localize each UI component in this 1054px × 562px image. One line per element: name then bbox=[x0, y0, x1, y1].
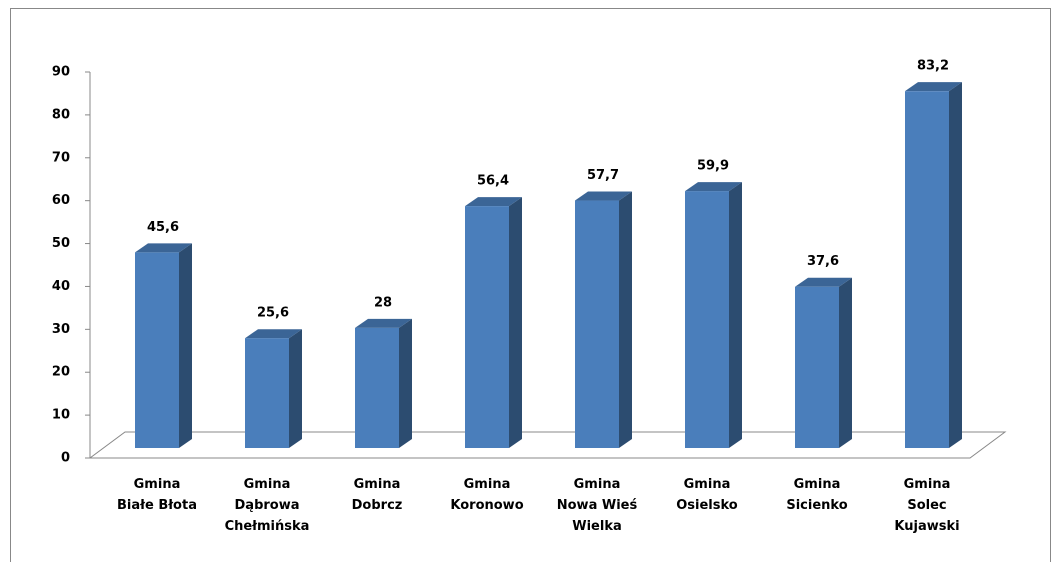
bar-front bbox=[685, 191, 729, 448]
y-tick-label: 80 bbox=[52, 107, 70, 122]
bar-side bbox=[949, 82, 962, 449]
y-tick-label: 20 bbox=[52, 365, 70, 380]
bar bbox=[575, 191, 632, 448]
bar-front bbox=[355, 327, 399, 448]
data-label: 28 bbox=[374, 295, 392, 310]
bar-front bbox=[905, 91, 949, 449]
bar-side bbox=[619, 191, 632, 448]
y-tick-label: 90 bbox=[52, 65, 70, 80]
bar bbox=[355, 318, 412, 448]
bar-front bbox=[245, 338, 289, 448]
y-tick-label: 30 bbox=[52, 322, 70, 337]
bar-side bbox=[399, 318, 412, 448]
x-tick-label: Gmina Solec Kujawski bbox=[894, 477, 960, 534]
bar bbox=[905, 82, 962, 449]
y-tick-label: 60 bbox=[52, 193, 70, 208]
bar-front bbox=[135, 252, 179, 448]
bar-front bbox=[795, 286, 839, 448]
x-tick-label: Gmina Dąbrowa Chełmińska bbox=[224, 477, 310, 534]
bar-top bbox=[685, 182, 742, 192]
bar-top bbox=[905, 82, 962, 92]
bar-top bbox=[795, 277, 852, 287]
bar-side bbox=[729, 182, 742, 448]
bar-side bbox=[289, 329, 302, 448]
bar-top bbox=[135, 243, 192, 253]
bar-side bbox=[839, 277, 852, 448]
data-label: 45,6 bbox=[147, 220, 179, 235]
x-tick-label: Gmina Osielsko bbox=[676, 477, 738, 513]
y-tick-label: 0 bbox=[61, 451, 70, 466]
bar-side bbox=[509, 197, 522, 448]
y-tick-label: 50 bbox=[52, 236, 70, 251]
x-tick-label: Gmina Koronowo bbox=[450, 477, 524, 513]
y-tick-label: 10 bbox=[52, 408, 70, 423]
bar bbox=[135, 243, 192, 448]
data-label: 25,6 bbox=[257, 306, 289, 321]
x-tick-label: Gmina Białe Błota bbox=[117, 477, 197, 513]
bar-front bbox=[465, 206, 509, 448]
x-tick-label: Gmina Dobrcz bbox=[351, 477, 403, 513]
data-label: 83,2 bbox=[917, 59, 949, 74]
x-tick-label: Gmina Sicienko bbox=[786, 477, 848, 513]
y-tick-label: 70 bbox=[52, 150, 70, 165]
bar bbox=[685, 182, 742, 448]
bar bbox=[245, 329, 302, 448]
y-tick-label: 40 bbox=[52, 279, 70, 294]
data-label: 56,4 bbox=[477, 174, 509, 189]
bar-front bbox=[575, 200, 619, 448]
bar-top bbox=[245, 329, 302, 339]
bar-top bbox=[575, 191, 632, 201]
chart-frame bbox=[10, 8, 1051, 562]
data-label: 57,7 bbox=[587, 168, 619, 183]
data-label: 59,9 bbox=[697, 159, 729, 174]
bar-top bbox=[465, 197, 522, 207]
bar-top bbox=[355, 318, 412, 328]
bar-side bbox=[179, 243, 192, 448]
floor bbox=[88, 431, 1007, 459]
x-tick-label: Gmina Nowa Wieś Wielka bbox=[556, 477, 638, 534]
data-label: 37,6 bbox=[807, 254, 839, 269]
bar bbox=[465, 197, 522, 448]
bar bbox=[795, 277, 852, 448]
